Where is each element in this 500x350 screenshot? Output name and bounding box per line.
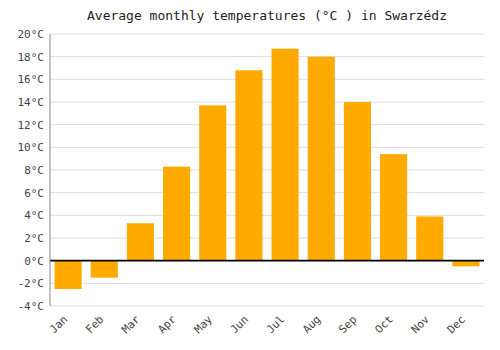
bar xyxy=(163,167,190,261)
bar xyxy=(235,70,262,260)
y-tick-label: 16°C xyxy=(18,73,45,86)
x-tick-label: Dec xyxy=(445,313,468,336)
grid-line xyxy=(50,79,484,80)
grid-line xyxy=(50,56,484,57)
y-tick-label: -4°C xyxy=(18,300,45,313)
grid-line xyxy=(50,306,484,307)
bar xyxy=(380,154,407,261)
bars xyxy=(55,49,480,289)
x-tick-label: Oct xyxy=(372,313,395,336)
y-axis-line xyxy=(50,34,51,306)
y-tick-label: 6°C xyxy=(24,187,44,200)
x-tick-label: Jun xyxy=(228,313,251,336)
y-tick-label: 18°C xyxy=(18,51,45,64)
bar xyxy=(127,223,154,260)
y-tick-label: -2°C xyxy=(18,277,45,290)
y-tick-label: 2°C xyxy=(24,232,44,245)
grid-line xyxy=(50,170,484,171)
x-tick-label: May xyxy=(192,313,216,337)
chart: Average monthly temperatures (°C ) in Sw… xyxy=(0,0,500,350)
grid-line xyxy=(50,215,484,216)
y-tick-label: 0°C xyxy=(24,255,44,268)
x-tick-label: Apr xyxy=(155,313,179,337)
y-tick-label: 14°C xyxy=(18,96,45,109)
x-tick-label: Feb xyxy=(83,313,106,336)
bar xyxy=(55,261,82,289)
grid-line xyxy=(50,34,484,35)
grid-line xyxy=(50,260,484,261)
x-tick-label: Mar xyxy=(119,313,143,337)
grid-line xyxy=(50,192,484,193)
x-tick-label: Aug xyxy=(300,313,323,336)
y-axis: -4°C -2°C 0°C 2°C 4°C 6°C 8°C 10°C 12°C 14°C 16°C 1… xyxy=(18,28,485,313)
y-tick-label: 8°C xyxy=(24,164,44,177)
title: Average monthly temperatures (°C ) in Sw… xyxy=(87,8,447,23)
y-tick-label: 20°C xyxy=(18,28,45,41)
grid-line xyxy=(50,124,484,125)
y-tick-label: 10°C xyxy=(18,141,45,154)
grid-line xyxy=(50,283,484,284)
y-tick-label: 4°C xyxy=(24,209,44,222)
bar xyxy=(308,57,335,261)
x-tick-label: Jul xyxy=(264,313,287,336)
bar xyxy=(344,102,371,261)
x-tick-label: Sep xyxy=(336,313,359,336)
bar xyxy=(199,105,226,260)
bar xyxy=(416,216,443,260)
y-tick-label: 12°C xyxy=(18,119,45,132)
grid-line xyxy=(50,147,484,148)
x-tick-label: Nov xyxy=(409,313,433,337)
bar xyxy=(272,49,299,261)
zero-line xyxy=(50,260,484,262)
x-tick-label: Jan xyxy=(47,313,70,336)
grid-line xyxy=(50,102,484,103)
bar xyxy=(91,261,118,278)
x-axis: Jan Feb Mar Apr May Jun Jul Aug Sep Oct Nov Dec xyxy=(47,313,468,337)
